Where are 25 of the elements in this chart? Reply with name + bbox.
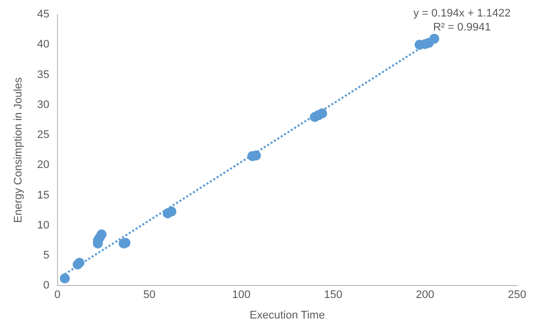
x-axis-title: Execution Time <box>250 309 325 322</box>
x-tick-label: 200 <box>416 289 434 302</box>
y-tick-label: 5 <box>43 250 50 262</box>
x-tick-label: 250 <box>508 289 526 302</box>
point <box>166 206 176 217</box>
y-tick-label: 15 <box>37 189 50 202</box>
annotation: y = 0.194x + 1.1422 <box>413 8 511 20</box>
y-tick-label: 30 <box>37 98 50 111</box>
x-tick-label: 0 <box>54 289 60 302</box>
y-tick-label: 40 <box>37 38 50 51</box>
point <box>317 108 328 118</box>
y-tick-label: 45 <box>37 8 50 21</box>
x-tick-label: 150 <box>324 289 342 302</box>
y-tick-label: 20 <box>37 159 50 172</box>
y-tick-label: 0 <box>43 280 50 292</box>
point <box>429 34 440 44</box>
y-tick-label: 25 <box>37 129 50 142</box>
annotation: R² = 0.9941 <box>433 22 491 34</box>
point <box>96 229 107 240</box>
x-tick-label: 100 <box>232 289 250 302</box>
point <box>60 273 70 284</box>
y-tick-label: 35 <box>37 68 50 81</box>
x-tick-label: 50 <box>143 289 156 302</box>
y-tick-label: 10 <box>37 219 50 232</box>
y-axis-title: Energy Consimption in Joules <box>12 76 25 223</box>
